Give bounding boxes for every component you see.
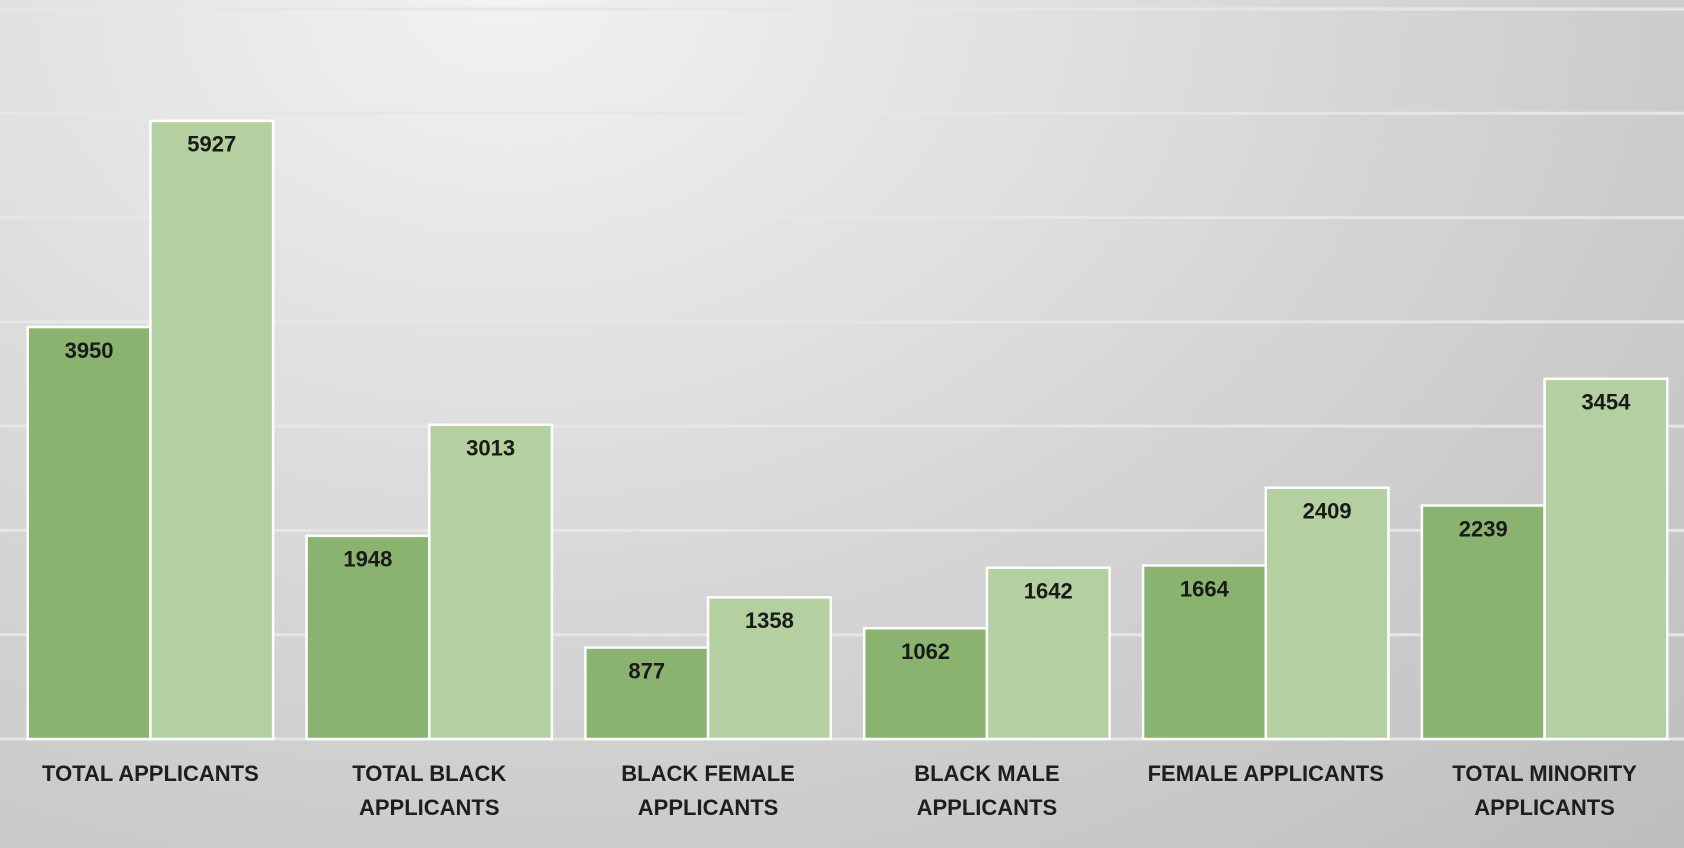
value-label: 5927 [187, 132, 236, 157]
x-tick-label: FEMALE APPLICANTS [1147, 761, 1384, 786]
x-tick-label: BLACK FEMALE APPLICANTS [621, 761, 795, 820]
x-tick-label: TOTAL BLACK APPLICANTS [352, 761, 507, 820]
bar [305, 534, 431, 741]
value-label: 3950 [65, 338, 114, 363]
bar [706, 596, 833, 741]
x-tick-label: TOTAL MINORITY APPLICANTS [1452, 761, 1637, 820]
bar [149, 119, 275, 741]
value-label: 3454 [1581, 390, 1631, 415]
bar [1141, 564, 1268, 741]
bar [1264, 486, 1390, 741]
value-label: 1948 [343, 547, 392, 572]
value-label: 877 [628, 658, 665, 683]
value-label: 1358 [745, 608, 794, 633]
bar [1543, 377, 1669, 741]
x-tick-label: TOTAL APPLICANTS [42, 761, 259, 786]
value-label: 2409 [1303, 499, 1352, 524]
bar [428, 423, 554, 741]
bar [985, 566, 1111, 741]
bar [26, 325, 152, 741]
bar [584, 646, 710, 741]
value-label: 1664 [1180, 576, 1230, 601]
x-tick-label: BLACK MALE APPLICANTS [914, 761, 1060, 820]
bar [1420, 504, 1546, 741]
value-label: 1062 [901, 639, 950, 664]
value-label: 3013 [466, 436, 515, 461]
value-label: 1642 [1024, 579, 1073, 604]
value-label: 2239 [1459, 516, 1508, 541]
